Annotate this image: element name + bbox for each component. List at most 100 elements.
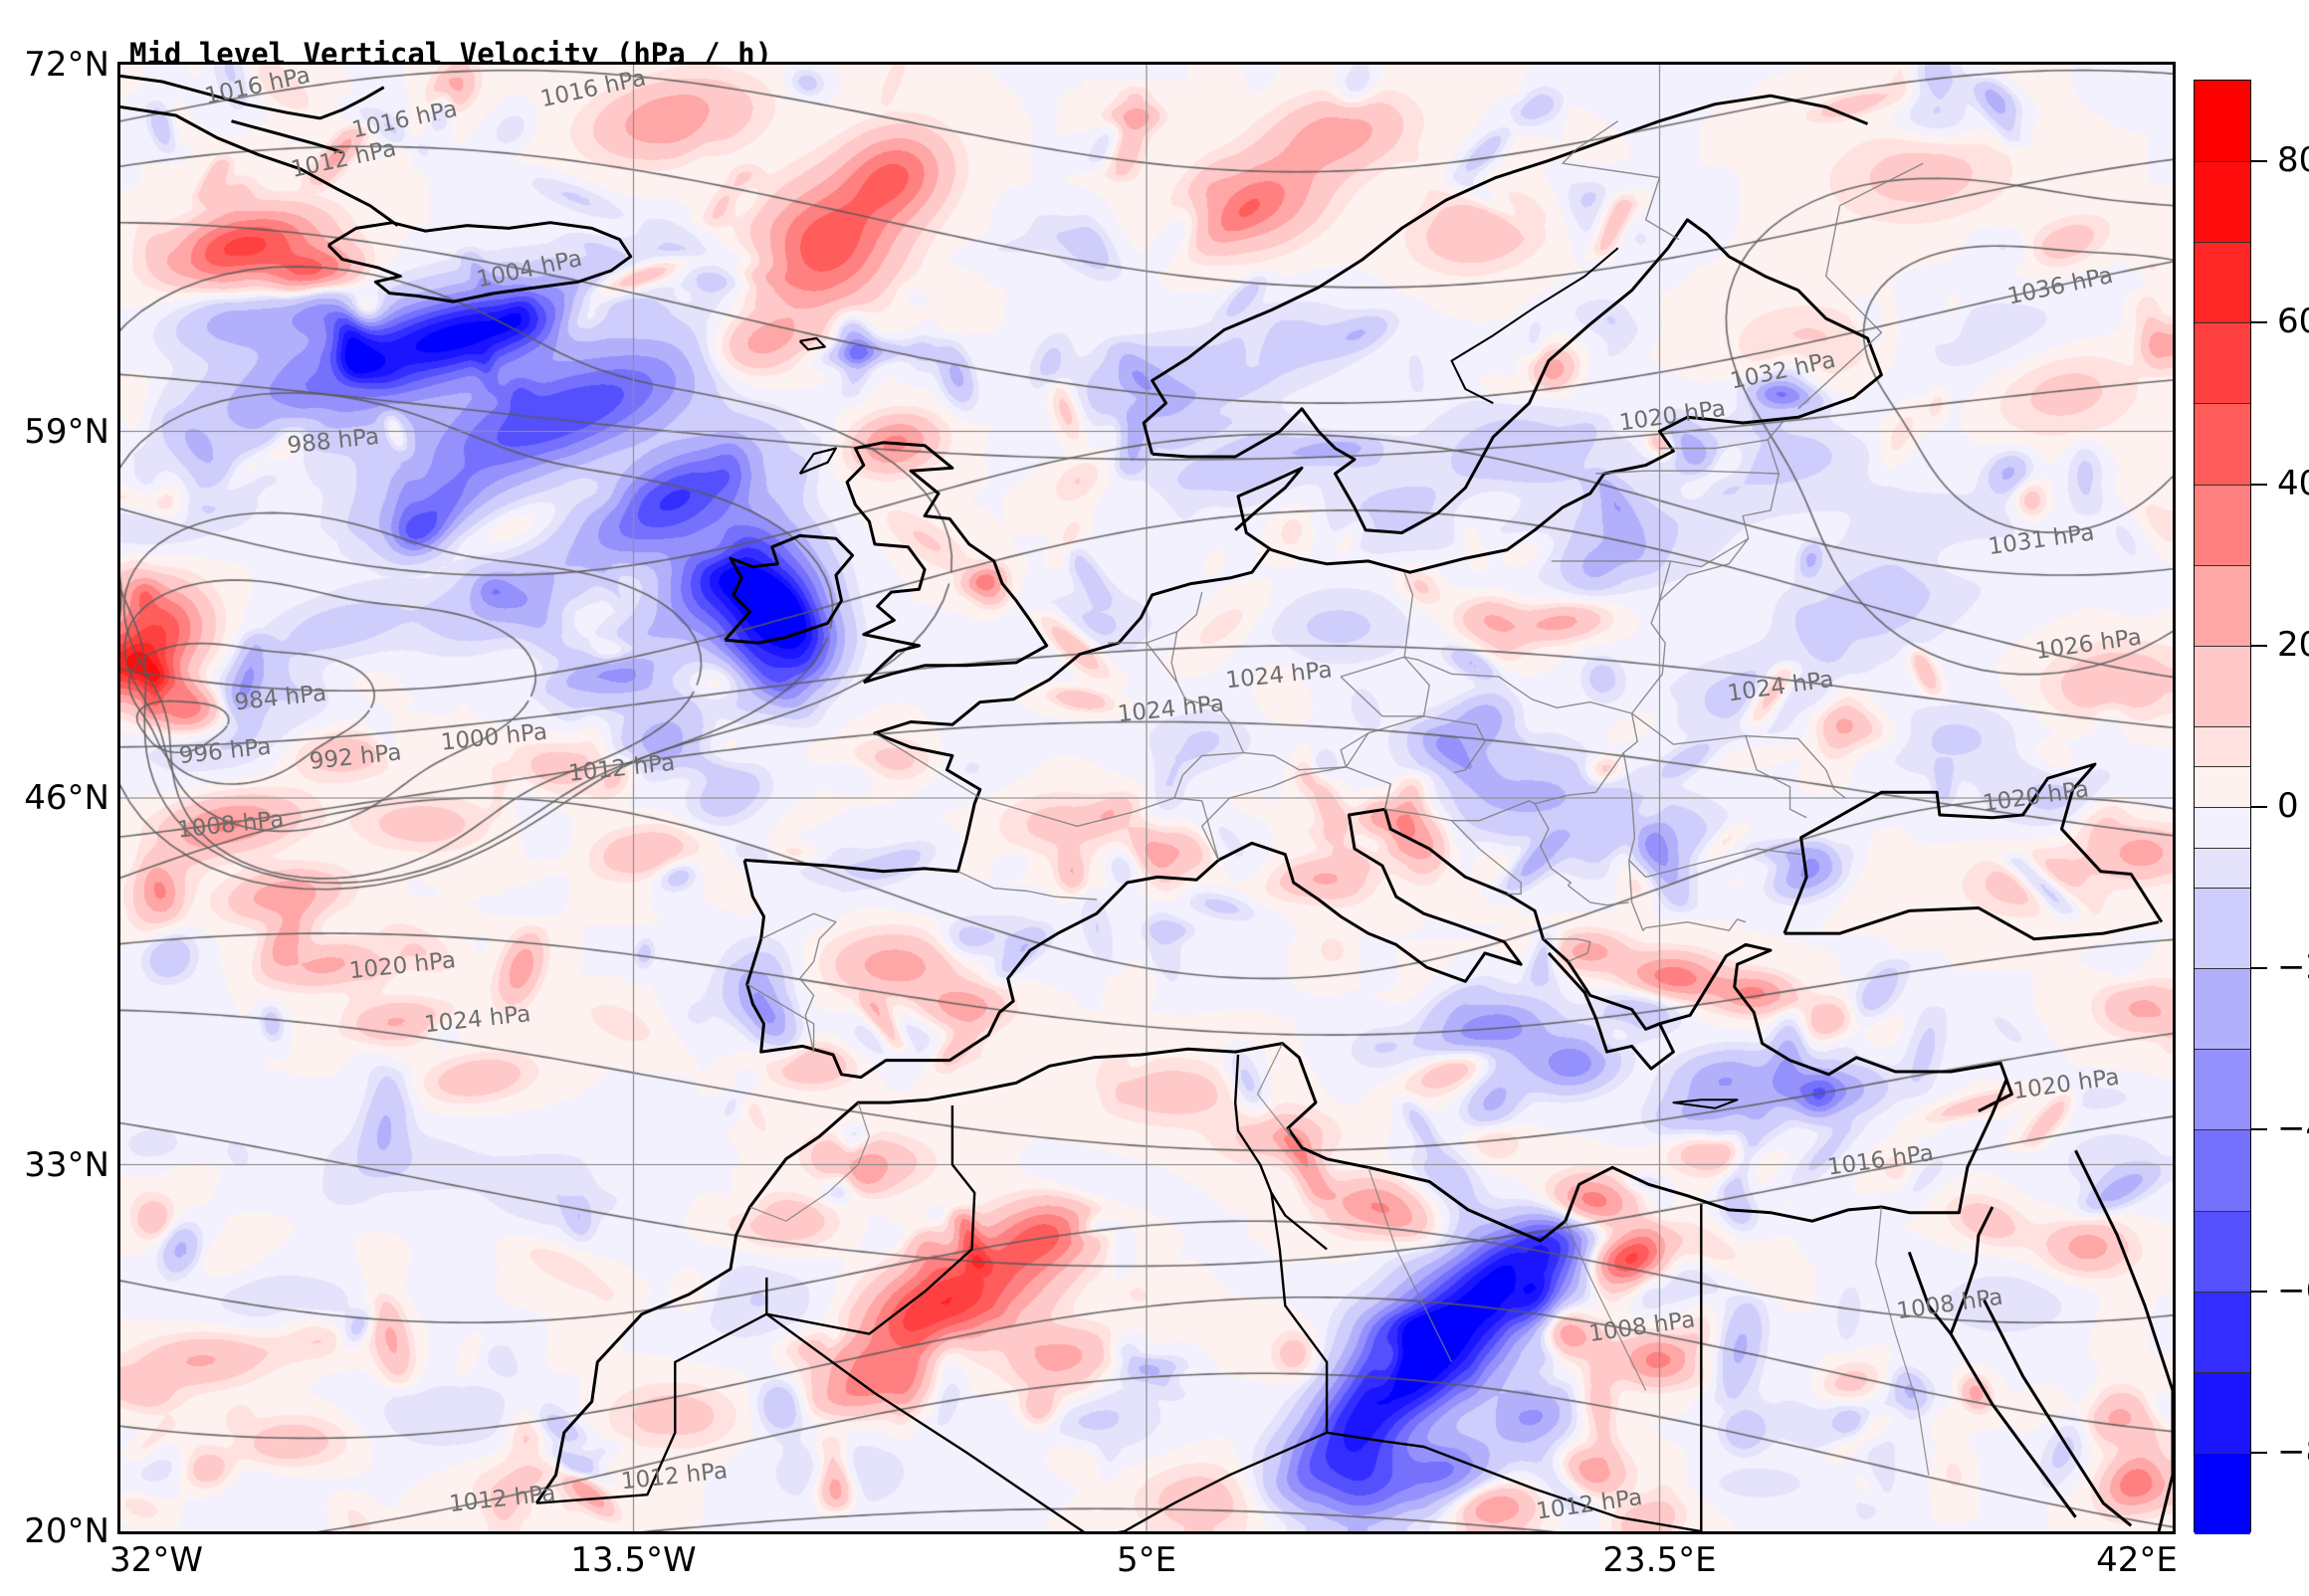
isobar-label: 1012 hPa [289,135,398,183]
isobar-label: 1008 hPa [1895,1285,2004,1325]
colorbar-band [2195,322,2250,405]
coastline-path [746,983,815,1053]
isobar-label: 1024 hPa [1726,667,1835,707]
x-axis-tick-23.5°E: 23.5°E [1602,1540,1717,1580]
coastline-path [1659,439,1769,450]
isobar-label: 1024 hPa [1117,691,1225,727]
coastline-path [874,732,1220,861]
coastline-path [1384,712,1638,822]
colorbar-band [2195,807,2250,849]
coastline-path [1568,885,1629,906]
coastline-path [534,1042,2008,1504]
colorbar-tick-label: −80 [2277,1431,2309,1472]
colorbar-band [2195,1210,2250,1293]
isobar-label: 1016 hPa [203,65,313,109]
colorbar-band [2195,645,2250,727]
coastline-path [1622,752,1801,879]
colorbar-tick [2251,1128,2267,1131]
coastline-path [1797,162,1924,410]
colorbar-band [2195,81,2250,162]
isobar-label: 1020 hPa [1617,396,1727,437]
isobar-label: 1020 hPa [1982,776,2091,817]
colorbar-tick [2251,806,2267,808]
colorbar-band [2195,847,2250,890]
isobar-label: 1016 hPa [538,65,648,112]
coastline-path [1326,1431,1702,1531]
coastline-path [1340,732,1369,768]
colorbar-band [2195,1452,2250,1534]
colorbar-band [2195,1129,2250,1212]
colorbar-band [2195,484,2250,566]
coastline-path [1631,712,1846,799]
isobar-label: 1012 hPa [448,1481,556,1517]
x-axis-tick-42°E: 42°E [2096,1540,2178,1580]
chart-header: Mid level Vertical Velocity (hPa / h) (7… [0,0,2309,168]
map-plot-area[interactable]: 1016 hPa 1016 hPa 1012 hPa 1004 hPa 1016 hPa… [117,62,2176,1534]
isobar-label: 1004 hPa [475,246,584,294]
coastline-path [2074,1149,2173,1531]
colorbar-tick-label: 80 [2277,140,2309,181]
colorbar-tick [2251,160,2267,163]
isobar-label: 1008 hPa [1587,1306,1697,1347]
isobar-label: 1008 hPa [176,806,285,843]
colorbar-band [2195,968,2250,1051]
coastline-path [1340,676,1424,717]
coastline-path [1562,120,1680,241]
coastline-path [1142,94,1869,455]
coastline-path [1875,1206,1930,1476]
colorbar-band [2195,564,2250,647]
colorbar-tick [2251,1451,2267,1454]
y-axis-labels: 72°N 59°N 46°N 33°N 20°N [0,0,115,1596]
y-axis-tick-33°N: 33°N [24,1144,109,1185]
coastline-path [1201,766,1347,861]
coastline-path [743,548,1270,874]
coastline-path [1173,751,1391,810]
colorbar-tick-label: 60 [2277,301,2309,342]
coastline-path [231,119,343,154]
coastline-path [1403,656,1430,716]
coastline-path [535,1277,768,1504]
coastline-path [1256,1043,1292,1137]
coastline-path [1451,820,1522,896]
coastline-path [1907,1206,1994,1336]
colorbar-band [2195,403,2250,486]
colorbar-band [2195,725,2250,768]
coastline-path [798,447,837,476]
coastline-path [724,533,855,645]
isobar-label: 1016 hPa [1825,1140,1935,1181]
colorbar-band [2195,888,2250,970]
coastline-path [1659,942,2013,1112]
colorbar-tick-label: 0 [2277,786,2299,826]
coastline-path [845,441,1049,685]
coastline-path [1234,1054,1328,1251]
colorbar-tick [2251,321,2267,324]
colorbar-band [2195,1049,2250,1131]
coastline-path [1745,735,1807,819]
isobar-label: 1036 hPa [2005,263,2115,310]
isobar-label: 1031 hPa [1987,519,2096,560]
colorbar-tick [2251,644,2267,647]
coastline-path [798,336,826,351]
colorbar-band [2195,1371,2250,1454]
isobar-label: 1026 hPa [2033,624,2143,665]
coastline-path [1340,656,1632,714]
coastline-path [766,1105,976,1335]
coastline-path [1534,803,1572,887]
colorbar-tick [2251,1290,2267,1293]
colorbar-tick-label: 40 [2277,463,2309,503]
coastline-path [1672,1098,1739,1109]
isobar-label: 1012 hPa [567,750,676,787]
x-axis-tick-13.5°W: 13.5°W [570,1540,697,1580]
coastline-path [1659,537,1750,602]
coastline-path [1949,1332,2077,1518]
coastline-path [1108,642,1178,684]
isobar-label: 1020 hPa [2011,1065,2121,1105]
coastline-path [1565,1220,1647,1391]
coastline-path [1543,938,1591,963]
coastline-path [1383,783,1391,810]
coastline-path [326,221,633,303]
coastline-path [1117,1431,1328,1531]
coastline-path [749,1101,871,1222]
colorbar-tick-label: −40 [2277,1108,2309,1149]
coastline-path [742,807,1675,1080]
